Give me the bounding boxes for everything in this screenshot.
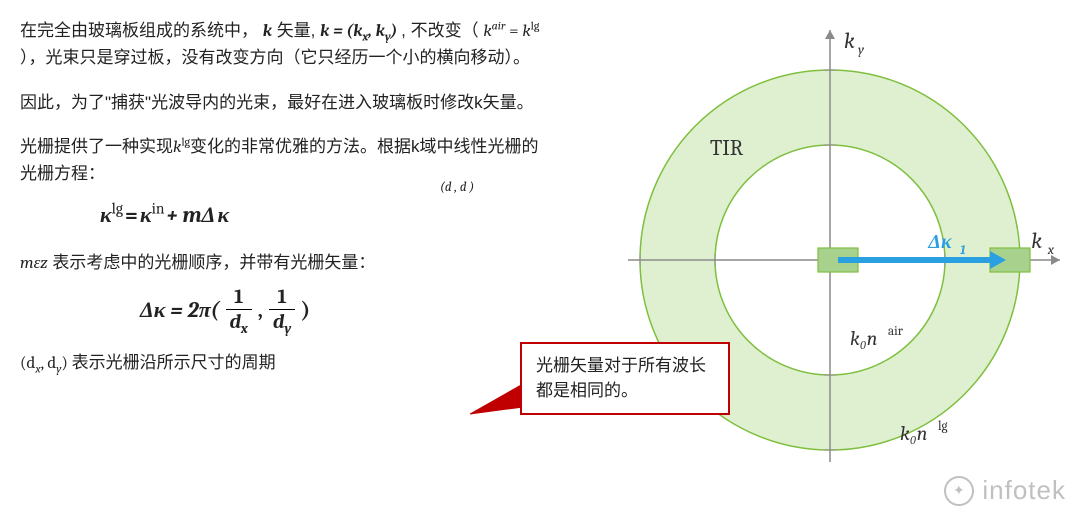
p4: 表示考虑中的光栅顺序，并带有光栅矢量：: [52, 253, 375, 272]
svg-text:1: 1: [959, 243, 966, 258]
dxdy: (dx, dy): [20, 354, 72, 373]
svg-text:x: x: [1047, 241, 1055, 258]
text-column: 在完全由玻璃板组成的系统中， k 矢量, k = (kx, ky) , 不改变（…: [0, 0, 560, 514]
watermark: ✦ infotek: [944, 475, 1066, 506]
paragraph-4: mεz 表示考虑中的光栅顺序，并带有光栅矢量：: [20, 250, 540, 277]
svg-text:k₀n: k₀n: [850, 327, 877, 350]
p1-b: 矢量,: [277, 21, 320, 40]
svg-text:air: air: [888, 324, 904, 339]
superscript-note: (d , d ): [440, 178, 474, 198]
svg-text:y: y: [858, 41, 865, 58]
p1-d: ），光束只是穿过板，没有改变方向（它只经历一个小的横向移动）。: [20, 48, 530, 67]
paragraph-1: 在完全由玻璃板组成的系统中， k 矢量, k = (kx, ky) , 不改变（…: [20, 18, 540, 72]
k-space-diagram: kykxTIRΔκ1k₀nairk₀nlg: [590, 10, 1070, 490]
diagram-column: kykxTIRΔκ1k₀nairk₀nlg: [560, 0, 1080, 514]
svg-text:k: k: [1031, 228, 1042, 254]
svg-text:TIR: TIR: [710, 135, 744, 161]
watermark-text: infotek: [982, 475, 1066, 506]
p5: 表示光栅沿所示尺寸的周期: [72, 353, 276, 372]
equation-2: Δκ = 2π( 1 dx , 1 dy ): [140, 287, 540, 332]
p1-c: , 不改变（: [401, 21, 478, 40]
svg-text:k: k: [844, 28, 855, 54]
callout-text: 光栅矢量对于所有波长都是相同的。: [536, 356, 706, 400]
p1-a: 在完全由玻璃板组成的系统中，: [20, 21, 258, 40]
kvec: k = (kx, ky): [320, 22, 401, 41]
klg2: klg: [173, 138, 190, 157]
callout-box: 光栅矢量对于所有波长都是相同的。: [520, 342, 730, 415]
p3-a: 光栅提供了一种实现: [20, 137, 173, 156]
kvar: k: [263, 22, 272, 41]
svg-text:lg: lg: [938, 419, 948, 434]
paragraph-2: 因此，为了"捕获"光波导内的光束，最好在进入玻璃板时修改k矢量。: [20, 90, 540, 116]
k-lg: klg: [522, 22, 539, 41]
equation-1: κlg = κin + mΔ κ: [100, 198, 540, 232]
svg-text:Δκ: Δκ: [927, 230, 952, 253]
mez: mεz: [20, 254, 48, 273]
svg-text:k₀n: k₀n: [900, 422, 927, 445]
wechat-icon: ✦: [944, 476, 974, 506]
paragraph-5: (dx, dy) 表示光栅沿所示尺寸的周期: [20, 350, 540, 377]
eqmid: =: [509, 22, 522, 41]
k-air: kair: [483, 22, 509, 41]
